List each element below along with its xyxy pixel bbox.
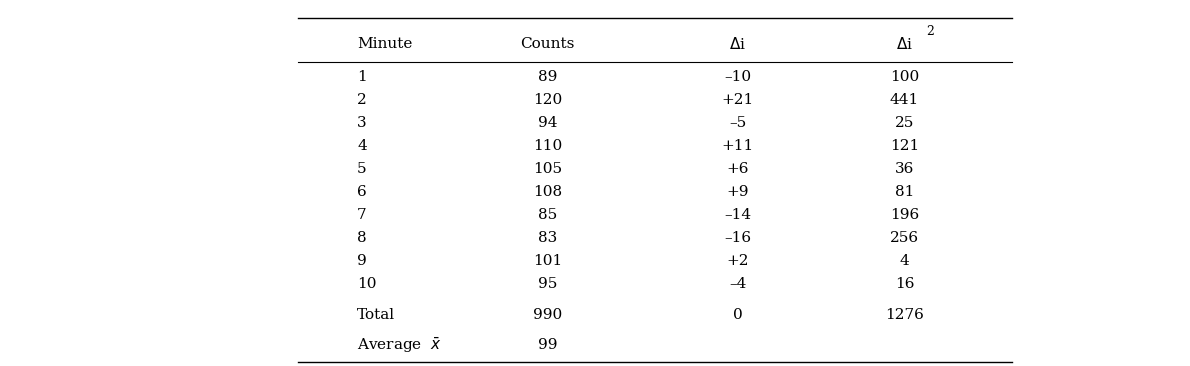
Text: 121: 121 [890,139,919,153]
Text: 16: 16 [895,277,914,291]
Text: 110: 110 [533,139,562,153]
Text: 8: 8 [357,231,367,245]
Text: 196: 196 [890,208,919,222]
Text: 81: 81 [895,185,914,199]
Text: 4: 4 [900,254,909,268]
Text: Total: Total [357,308,395,322]
Text: 25: 25 [895,116,914,130]
Text: 9: 9 [357,254,367,268]
Text: 441: 441 [890,93,919,107]
Text: 85: 85 [538,208,557,222]
Text: 2: 2 [926,25,934,38]
Text: 4: 4 [357,139,367,153]
Text: –16: –16 [725,231,751,245]
Text: 101: 101 [533,254,562,268]
Text: +9: +9 [727,185,749,199]
Text: 2: 2 [357,93,367,107]
Text: 990: 990 [533,308,562,322]
Text: 95: 95 [538,277,557,291]
Text: 100: 100 [890,70,919,84]
Text: 0: 0 [733,308,743,322]
Text: 108: 108 [533,185,562,199]
Text: 99: 99 [538,338,557,352]
Text: +6: +6 [727,162,749,176]
Text: –5: –5 [729,116,746,130]
Text: 7: 7 [357,208,367,222]
Text: –4: –4 [729,277,746,291]
Text: 89: 89 [538,70,557,84]
Text: 6: 6 [357,185,367,199]
Text: –14: –14 [725,208,751,222]
Text: 1: 1 [357,70,367,84]
Text: 94: 94 [538,116,557,130]
Text: +2: +2 [727,254,749,268]
Text: 120: 120 [533,93,562,107]
Text: Average  $\bar{x}$: Average $\bar{x}$ [357,336,441,355]
Text: 256: 256 [890,231,919,245]
Text: $\Delta$i: $\Delta$i [729,36,746,52]
Text: Minute: Minute [357,37,413,51]
Text: –10: –10 [725,70,751,84]
Text: +11: +11 [721,139,754,153]
Text: 36: 36 [895,162,914,176]
Text: Counts: Counts [520,37,575,51]
Text: +21: +21 [721,93,754,107]
Text: 83: 83 [538,231,557,245]
Text: 1276: 1276 [885,308,923,322]
Text: 3: 3 [357,116,367,130]
Text: 10: 10 [357,277,376,291]
Text: $\Delta$i: $\Delta$i [896,36,913,52]
Text: 105: 105 [533,162,562,176]
Text: 5: 5 [357,162,367,176]
